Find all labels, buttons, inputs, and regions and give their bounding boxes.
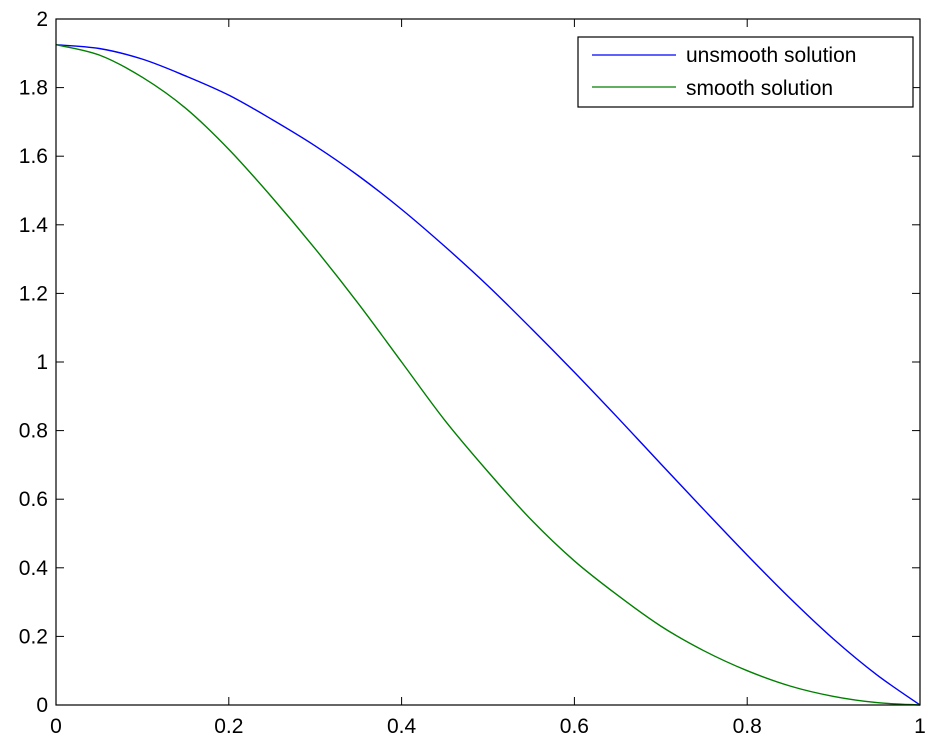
y-tick-label: 0.2	[19, 625, 48, 648]
y-tick-label: 1.2	[19, 282, 48, 305]
x-tick-label: 0.6	[560, 715, 589, 738]
legend-label-smooth: smooth solution	[686, 77, 833, 100]
legend: unsmooth solution smooth solution	[577, 36, 914, 108]
y-tick-label: 1.6	[19, 145, 48, 168]
y-tick-label: 0	[36, 694, 48, 717]
axis-tick-labels: 0 0.2 0.4 0.6 0.8 1 0 0.2 0.4 0.6 0.8 1 1.2 1.4 1.6 1.8…	[19, 8, 926, 738]
legend-box	[577, 36, 914, 108]
y-tick-label: 2	[36, 8, 48, 31]
x-tick-label: 0.8	[733, 715, 762, 738]
y-tick-label: 0.6	[19, 488, 48, 511]
y-tick-label: 0.8	[19, 420, 48, 443]
x-tick-label: 0.2	[214, 715, 243, 738]
y-tick-label: 1.4	[19, 214, 49, 237]
series-line-unsmooth	[55, 44, 921, 706]
x-tick-label: 0	[50, 715, 62, 738]
plot-frame	[55, 18, 921, 706]
y-tick-label: 1.8	[19, 77, 48, 100]
series-lines	[55, 44, 921, 706]
series-line-smooth	[55, 44, 921, 706]
y-tick-label: 1	[36, 351, 48, 374]
x-tick-label: 0.4	[387, 715, 417, 738]
legend-label-unsmooth: unsmooth solution	[686, 44, 856, 67]
x-tick-label: 1	[914, 715, 926, 738]
y-tick-label: 0.4	[19, 557, 49, 580]
plot-area	[56, 19, 920, 705]
